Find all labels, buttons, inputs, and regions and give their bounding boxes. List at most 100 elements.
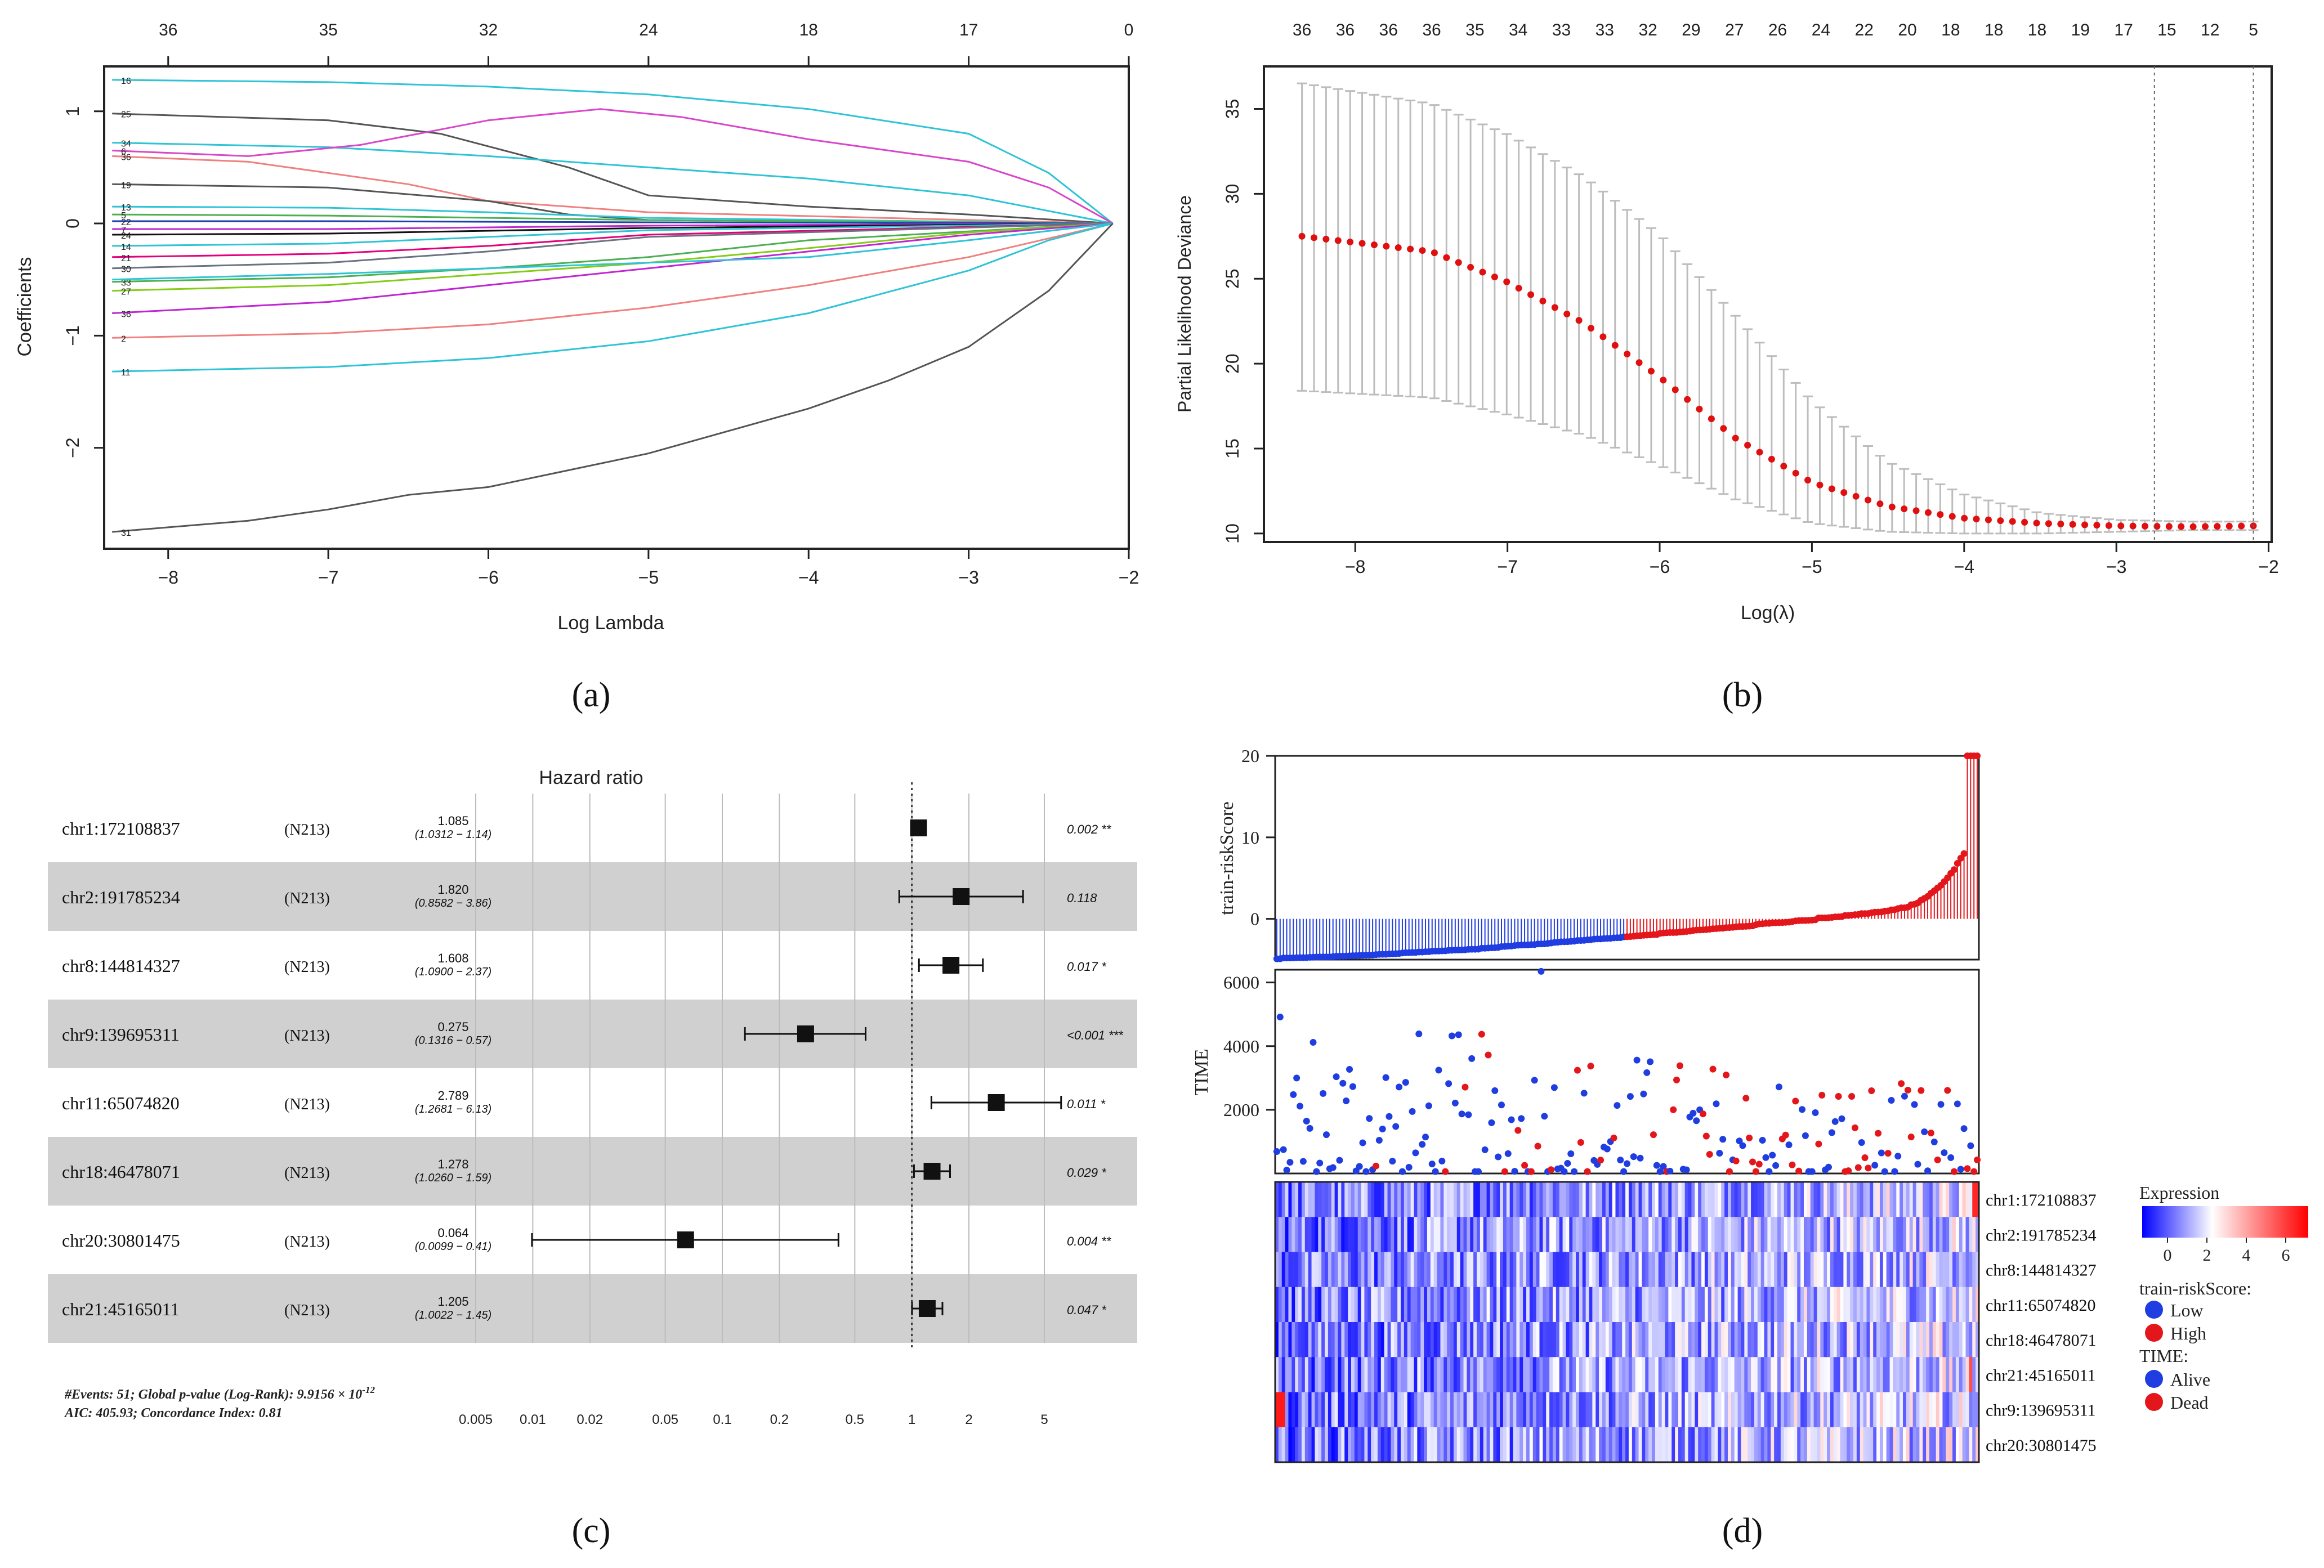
heatmap-cell	[1404, 1392, 1408, 1428]
heatmap-cell	[1900, 1287, 1903, 1323]
forest-p-label: 0.004 **	[1067, 1234, 1112, 1248]
heatmap-cell	[1615, 1357, 1619, 1392]
heatmap-cell	[1668, 1182, 1672, 1217]
heatmap-cell	[1552, 1322, 1557, 1358]
heatmap-gene-label: chr18:46478071	[1986, 1331, 2097, 1350]
heatmap-cell	[1486, 1427, 1491, 1463]
heatmap-cell	[1532, 1427, 1537, 1463]
heatmap-cell	[1304, 1427, 1309, 1463]
heatmap-cell	[1684, 1287, 1689, 1323]
heatmap-cell	[1658, 1182, 1662, 1217]
forest-p-label: 0.118	[1067, 891, 1097, 905]
forest-gene-label: chr1:172108837	[62, 818, 180, 839]
heatmap-cell	[1536, 1287, 1540, 1323]
heatmap-cell	[1642, 1322, 1646, 1358]
heatmap-cell	[1304, 1287, 1309, 1323]
heatmap-cell	[1473, 1392, 1477, 1428]
heatmap-cell	[1714, 1357, 1718, 1392]
heatmap-cell	[1840, 1217, 1844, 1252]
heatmap-cell	[1291, 1357, 1295, 1392]
survival-time-point	[1280, 1146, 1287, 1153]
heatmap-cell	[1308, 1287, 1312, 1323]
survival-time-point	[1690, 1109, 1697, 1117]
heatmap-cell	[1556, 1217, 1560, 1252]
heatmap-cell	[1569, 1357, 1573, 1392]
survival-time-point	[1474, 1168, 1482, 1175]
survival-time-point	[1286, 1159, 1294, 1166]
forest-hr-label: 0.275	[437, 1020, 468, 1034]
heatmap-cell	[1794, 1217, 1798, 1252]
heatmap-cell	[1873, 1287, 1877, 1323]
heatmap-cell	[1450, 1357, 1454, 1392]
heatmap-cell	[1321, 1357, 1325, 1392]
heatmap-cell	[1976, 1427, 1979, 1463]
heatmap-cell	[1430, 1427, 1434, 1463]
heatmap-cell	[1638, 1322, 1643, 1358]
heatmap-cell	[1893, 1322, 1897, 1358]
heatmap-cell	[1549, 1287, 1553, 1323]
heatmap-cell	[1955, 1217, 1960, 1252]
heatmap-cell	[1744, 1392, 1748, 1428]
lasso-path-label: 27	[121, 288, 131, 297]
heatmap-cell	[1506, 1252, 1510, 1288]
heatmap-cell	[1619, 1217, 1623, 1252]
heatmap-cell	[1969, 1287, 1973, 1323]
heatmap-cell	[1771, 1322, 1775, 1358]
heatmap-cell	[1519, 1392, 1523, 1428]
heatmap-cell	[1338, 1182, 1342, 1217]
heatmap-cell	[1367, 1182, 1371, 1217]
heatmap-cell	[1595, 1217, 1599, 1252]
lasso-path-line	[112, 79, 1114, 225]
heatmap-cell	[1357, 1252, 1362, 1288]
heatmap-cell	[1790, 1392, 1794, 1428]
heatmap-cell	[1724, 1217, 1728, 1252]
survival-time-point	[1465, 1111, 1472, 1118]
heatmap-cell	[1658, 1287, 1662, 1323]
heatmap-cell	[1926, 1357, 1930, 1392]
heatmap-cell	[1949, 1357, 1953, 1392]
heatmap-cell	[1800, 1217, 1804, 1252]
heatmap-cell	[1724, 1287, 1728, 1323]
heatmap-cell	[1916, 1287, 1920, 1323]
heatmap-cell	[1949, 1322, 1953, 1358]
heatmap-cell	[1942, 1392, 1946, 1428]
heatmap-cell	[1889, 1392, 1894, 1428]
top-tick-label: 33	[1552, 21, 1571, 39]
top-tick-label: 20	[1898, 21, 1916, 39]
survival-time-point	[1670, 1106, 1677, 1113]
heatmap-cell	[1830, 1322, 1834, 1358]
heatmap-cell	[1506, 1427, 1510, 1463]
heatmap-cell	[1972, 1392, 1976, 1428]
heatmap-cell	[1605, 1182, 1610, 1217]
heatmap-cell	[1856, 1427, 1861, 1463]
heatmap-cell	[1440, 1357, 1444, 1392]
heatmap-cell	[1470, 1287, 1474, 1323]
heatmap-cell	[1341, 1252, 1345, 1288]
forest-hr-label: 1.608	[437, 951, 468, 965]
risk-score-point	[1950, 866, 1957, 873]
survival-time-point	[1343, 1097, 1350, 1105]
heatmap-cell	[1969, 1392, 1973, 1428]
heatmap-cell	[1493, 1392, 1497, 1428]
heatmap-cell	[1863, 1217, 1867, 1252]
heatmap-cell	[1443, 1427, 1447, 1463]
heatmap-cell	[1275, 1252, 1279, 1288]
heatmap-cell	[1923, 1217, 1927, 1252]
cv-mean-point	[1419, 247, 1426, 254]
legend-low-label: Low	[2170, 1300, 2204, 1320]
panel-c-footer-exp: -12	[362, 1385, 375, 1395]
heatmap-cell	[1790, 1252, 1794, 1288]
heatmap-cell	[1308, 1182, 1312, 1217]
survival-time-point	[1310, 1038, 1317, 1046]
heatmap-cell	[1886, 1322, 1891, 1358]
heatmap-cell	[1433, 1287, 1438, 1323]
heatmap-cell	[1529, 1182, 1534, 1217]
heatmap-cell	[1923, 1357, 1927, 1392]
top-tick-label: 36	[1293, 21, 1311, 39]
survival-time-point	[1954, 1100, 1961, 1108]
cv-mean-point	[1912, 507, 1920, 514]
survival-time-point	[1924, 1167, 1932, 1175]
heatmap-cell	[1652, 1287, 1656, 1323]
heatmap-cell	[1602, 1182, 1606, 1217]
